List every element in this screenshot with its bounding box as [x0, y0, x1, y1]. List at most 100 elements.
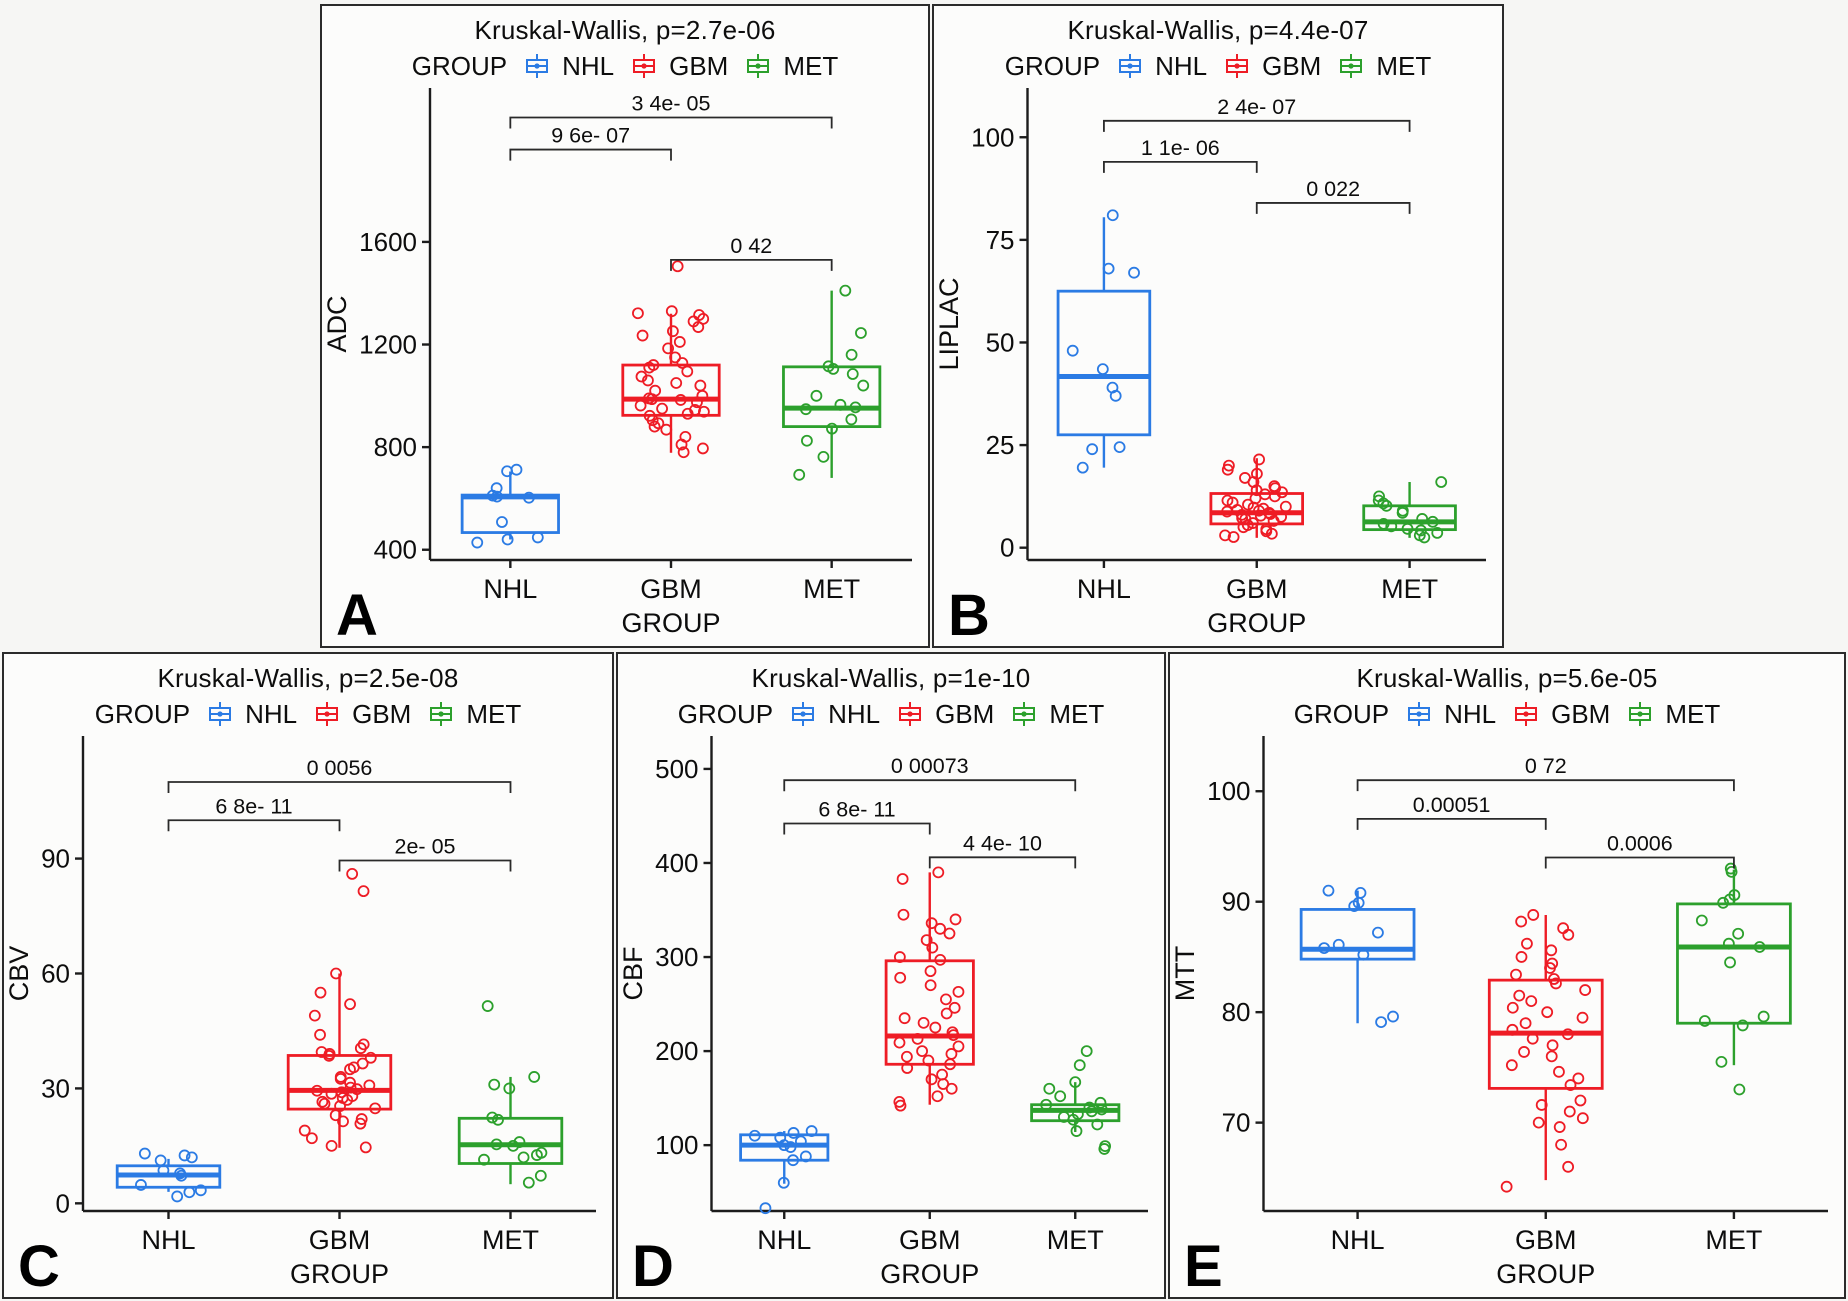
y-axis-title: CBV	[4, 946, 34, 1002]
pvalue-label: 0.00051	[1413, 793, 1491, 817]
jitter-point	[1109, 389, 1122, 402]
pvalue-label: 4 4e- 10	[963, 831, 1042, 855]
jitter-point	[1418, 531, 1431, 544]
box-MET	[782, 290, 882, 478]
jitter-point	[183, 1186, 196, 1199]
jitter-point	[793, 468, 806, 481]
y-tick-label: 400	[655, 848, 698, 878]
jitter-point	[1219, 529, 1231, 542]
panel-title: Kruskal-Wallis, p=5.6e-05	[1356, 663, 1658, 693]
jitter-point	[1518, 1046, 1530, 1058]
legend-key-boxplot-icon	[430, 702, 453, 726]
legend-entry-MET: MET	[741, 50, 838, 82]
y-tick-label: 50	[986, 327, 1015, 357]
legend: GROUP NHL GBM MET	[934, 50, 1502, 82]
pvalue-bracket	[167, 819, 341, 832]
x-axis-title: GROUP	[1207, 608, 1306, 638]
legend-key-boxplot-icon	[792, 702, 815, 726]
pvalue-brackets: 3 4e- 059 6e- 07 0 42	[509, 92, 833, 271]
pvalue-bracket	[1255, 202, 1411, 214]
pvalue-label: 0 42	[730, 234, 772, 258]
jitter-point	[344, 1076, 356, 1089]
jitter-point	[531, 1149, 543, 1161]
jitter-point	[691, 396, 703, 409]
jitter-points-MET	[1695, 862, 1770, 1096]
jitter-point	[1066, 344, 1079, 357]
jitter-point	[1375, 1016, 1388, 1029]
jitter-point	[675, 438, 688, 451]
jitter-point	[354, 1042, 367, 1055]
jitter-point	[528, 1071, 541, 1083]
pvalue-brackets: 0 0056 6 8e- 11 2e- 05	[167, 756, 512, 872]
legend-key-boxplot-icon	[1226, 54, 1249, 78]
jitter-point	[897, 908, 910, 921]
pvalue-bracket	[928, 856, 1077, 869]
pvalue-label: 2 4e- 07	[1217, 95, 1296, 119]
jitter-point	[845, 348, 858, 361]
pvalue-label: 6 8e- 11	[215, 794, 292, 818]
jitter-point	[1267, 515, 1280, 527]
jitter-point	[135, 1179, 147, 1191]
jitter-points-MET	[1040, 1045, 1112, 1155]
panel-letter: C	[18, 1234, 60, 1299]
pvalue-label: 6 8e- 11	[818, 797, 895, 821]
jitter-point	[344, 1081, 357, 1094]
plot-area: 400 800 1200 1600 NHL GBM MET GROUP ADC 3 4e- 05 9…	[322, 82, 928, 646]
jitter-point	[945, 1082, 958, 1095]
jitter-point	[1385, 520, 1398, 533]
panel-A: Kruskal-Wallis, p=2.7e-06 GROUP NHL GBM ME…	[320, 4, 930, 648]
x-tick-label: MET	[482, 1225, 539, 1255]
jitter-point	[1757, 1010, 1770, 1023]
jitter-point	[945, 1048, 958, 1060]
x-tick-label: NHL	[1331, 1225, 1385, 1255]
y-tick-label: 100	[655, 1130, 698, 1160]
jitter-point	[1128, 266, 1140, 279]
jitter-point	[1513, 989, 1526, 1002]
jitter-point	[334, 1100, 346, 1112]
jitter-point	[794, 1135, 807, 1148]
legend-entry-NHL: NHL	[786, 698, 880, 730]
jitter-point	[748, 1129, 761, 1142]
jitter-point	[1094, 1096, 1107, 1109]
jitter-point	[325, 1139, 338, 1152]
legend-entry-MET: MET	[1334, 50, 1431, 82]
x-axis-title: GROUP	[1496, 1259, 1595, 1289]
jitter-point	[1515, 915, 1528, 928]
jitter-point	[1527, 909, 1540, 921]
jitter-point	[314, 986, 327, 999]
jitter-point	[1500, 1180, 1513, 1193]
y-tick-label: 500	[655, 754, 698, 784]
jitter-point	[316, 1095, 329, 1108]
jitter-point	[1545, 944, 1558, 957]
jitter-point	[1242, 498, 1254, 511]
x-tick-label: GBM	[1226, 574, 1288, 604]
jitter-point	[1521, 937, 1533, 950]
jitter-point	[507, 1139, 520, 1152]
legend-key-boxplot-icon	[747, 54, 770, 78]
legend-entry-MET: MET	[424, 698, 521, 730]
jitter-point	[1753, 941, 1766, 953]
jitter-point	[1268, 490, 1281, 503]
jitter-point	[787, 1154, 799, 1167]
x-tick-label: GBM	[899, 1225, 961, 1255]
pvalue-label: 2e- 05	[395, 834, 456, 858]
panel-letter: B	[948, 583, 990, 648]
jitter-point	[1515, 951, 1528, 963]
jitter-point	[305, 1132, 318, 1145]
axes: 0 30 60 90 NHL GBM MET GROUP CBV	[4, 736, 596, 1289]
jitter-point	[839, 284, 852, 297]
jitter-point	[1091, 1118, 1104, 1131]
iqr-box	[621, 363, 721, 417]
jitter-point	[1550, 977, 1562, 990]
jitter-point	[318, 1097, 331, 1110]
jitter-point	[1073, 1059, 1086, 1072]
jitter-point	[1736, 1019, 1749, 1032]
legend-entry-label: MET	[466, 699, 522, 729]
y-tick-label: 100	[971, 122, 1014, 152]
jitter-point	[344, 998, 356, 1011]
jitter-point	[1426, 515, 1439, 528]
box-NHL	[1056, 217, 1152, 468]
legend-entry-NHL: NHL	[203, 698, 297, 730]
jitter-point	[1544, 962, 1556, 974]
